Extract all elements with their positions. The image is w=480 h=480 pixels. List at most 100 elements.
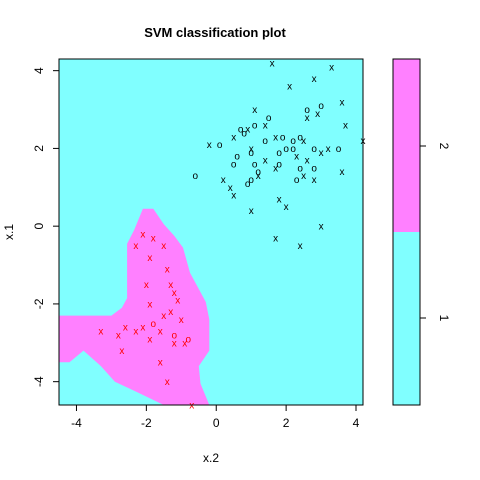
legend-frame [392,58,421,406]
class1-point-o: o [290,136,296,147]
class2-point-x: x [179,315,184,326]
class1-point-x: x [319,222,324,233]
y-tick-label: -2 [32,298,46,309]
class2-point-x: x [172,288,177,299]
class1-point-o: o [311,144,317,155]
class2-point-x: x [147,334,152,345]
class1-point-o: o [238,125,244,136]
class1-point-x: x [273,233,278,244]
y-tick-label: -4 [32,376,46,387]
class2-point-x: x [175,296,180,307]
class2-point-x: x [147,253,152,264]
class1-point-o: o [336,144,342,155]
x-tick-label: -4 [71,416,82,430]
color-legend: 1 2 [392,58,451,406]
class2-point-x: x [165,377,170,388]
class2-point-x: x [98,327,103,338]
x-tick-label: 2 [283,416,290,430]
class2-point-x: x [189,401,194,412]
class2-point-x: x [182,338,187,349]
class2-point-x: x [151,233,156,244]
class1-point-x: x [301,136,306,147]
class1-point-o: o [266,113,272,124]
x-tick-label: 4 [353,416,360,430]
class2-point-x: x [172,338,177,349]
class2-point-x: x [133,327,138,338]
legend-label-class2: 2 [437,143,451,150]
class1-point-x: x [319,148,324,159]
class1-point-o: o [234,152,240,163]
legend-label-class1: 1 [437,315,451,322]
class2-point-o: o [172,331,178,342]
class1-point-x: x [343,121,348,132]
class1-point-x: x [231,132,236,143]
class1-point-o: o [311,163,317,174]
class1-point-x: x [249,206,254,217]
class2-point-o: o [151,319,157,330]
class1-point-o: o [297,132,303,143]
class1-point-x: x [277,195,282,206]
class1-point-x: x [273,163,278,174]
class1-point-o: o [252,121,258,132]
class1-point-x: x [301,171,306,182]
class1-point-o: o [276,148,282,159]
class2-region [59,208,210,405]
class2-point-x: x [140,323,145,334]
class1-point-o: o [241,128,247,139]
class1-point-x: x [252,105,257,116]
class1-point-o: o [193,171,199,182]
class1-point-o: o [252,160,258,171]
class1-point-x: x [305,156,310,167]
class1-point-x: x [284,202,289,213]
x-axis: -4 -2 0 2 4 [71,404,360,430]
chart-title: SVM classification plot [144,25,286,40]
class1-point-o: o [245,179,251,190]
class2-point-x: x [168,307,173,318]
class2-point-x: x [116,331,121,342]
x-tick-label: -2 [141,416,152,430]
class1-point-x: x [305,113,310,124]
y-axis: -4 -2 0 2 4 [32,67,60,387]
class1-point-x: x [256,171,261,182]
class1-point-o: o [318,101,324,112]
class1-point-x: x [270,58,275,69]
class1-point-x: x [340,97,345,108]
class1-point-o: o [294,175,300,186]
class1-point-x: x [228,183,233,194]
class1-point-o: o [297,163,303,174]
class1-point-x: x [312,175,317,186]
class1-point-x: x [340,167,345,178]
x-tick-label: 0 [213,416,220,430]
class1-point-o: o [231,160,237,171]
class1-point-o: o [255,167,261,178]
y-tick-label: 0 [32,223,46,230]
x-axis-label: x.2 [203,451,219,465]
class1-point-x: x [326,144,331,155]
legend-swatch-class1 [393,232,420,405]
class1-point-x: x [245,125,250,136]
class1-point-o: o [217,140,223,151]
class1-point-x: x [298,241,303,252]
class1-point-o: o [280,132,286,143]
class2-point-x: x [161,241,166,252]
class1-point-o: o [304,105,310,116]
y-tick-label: 4 [32,67,46,74]
class1-point-o: o [248,148,254,159]
class2-point-x: x [147,299,152,310]
class1-point-o: o [262,136,268,147]
class2-point-x: x [168,280,173,291]
class1-point-x: x [294,152,299,163]
class1-point-x: x [329,62,334,73]
class2-point-x: x [158,327,163,338]
class1-point-x: x [249,144,254,155]
class2-point-x: x [123,323,128,334]
class2-point-x: x [119,346,124,357]
class1-point-o: o [276,160,282,171]
class2-point-o: o [186,334,192,345]
class1-point-x: x [312,74,317,85]
class2-point-x: x [140,229,145,240]
class1-point-x: x [221,175,226,186]
class2-point-x: x [133,241,138,252]
legend-swatch-class2 [393,59,420,232]
